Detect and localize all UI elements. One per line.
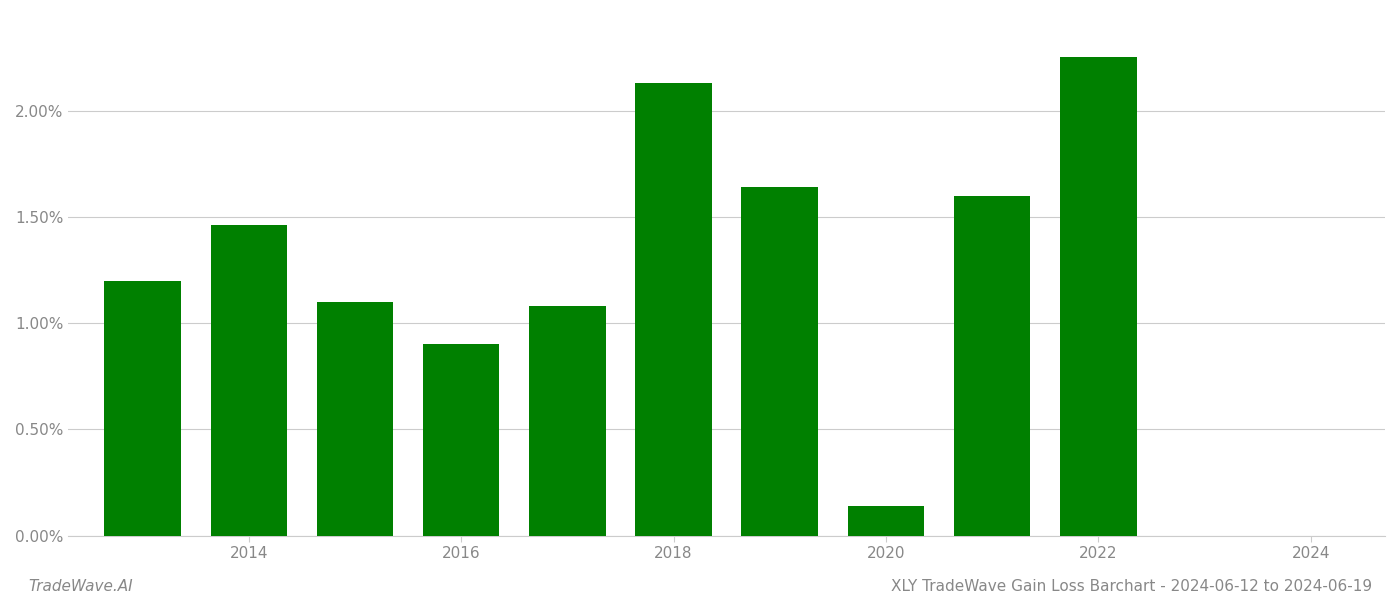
Text: XLY TradeWave Gain Loss Barchart - 2024-06-12 to 2024-06-19: XLY TradeWave Gain Loss Barchart - 2024-… — [890, 579, 1372, 594]
Bar — [105, 281, 181, 536]
Bar — [210, 226, 287, 536]
Bar — [423, 344, 500, 536]
Text: TradeWave.AI: TradeWave.AI — [28, 579, 133, 594]
Bar — [636, 83, 711, 536]
Bar — [1060, 58, 1137, 536]
Bar — [742, 187, 818, 536]
Bar — [529, 306, 606, 536]
Bar — [847, 506, 924, 536]
Bar — [953, 196, 1030, 536]
Bar — [316, 302, 393, 536]
